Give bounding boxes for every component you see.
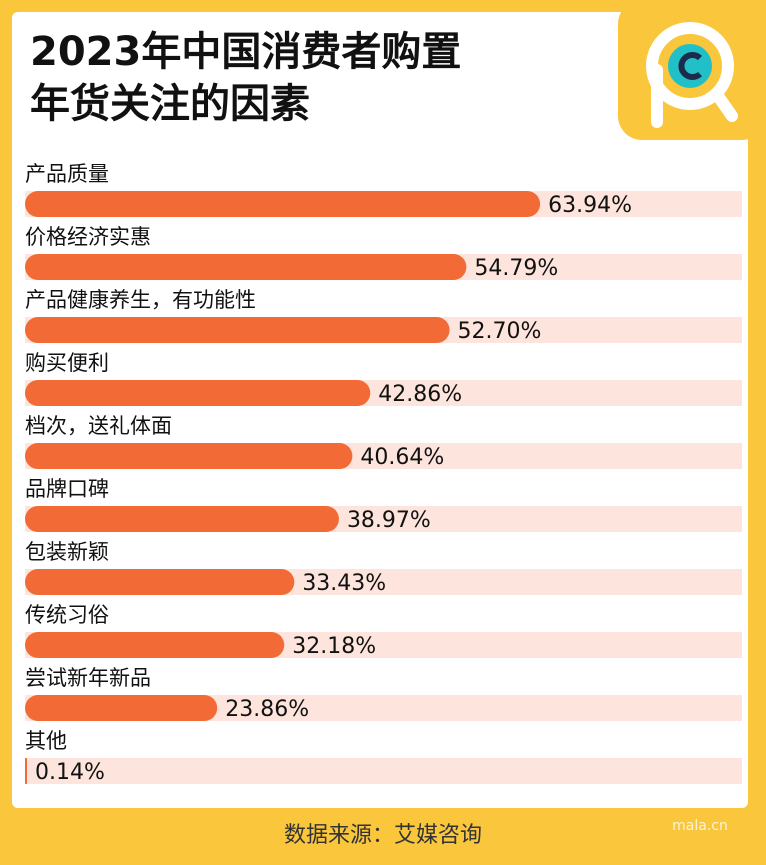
bar <box>25 254 467 280</box>
source: 数据来源：艾媒咨询 <box>284 823 482 848</box>
value-label: 63.94% <box>548 193 632 218</box>
category-label: 尝试新年新品 <box>25 666 151 690</box>
chart-title: 2023年中国消费者购置 年货关注的因素 <box>30 29 462 127</box>
category-label: 传统习俗 <box>25 603 109 627</box>
category-label: 购买便利 <box>25 351 109 375</box>
category-label: 品牌口碑 <box>25 477 109 501</box>
value-label: 32.18% <box>292 634 376 659</box>
bar-track <box>25 758 742 784</box>
category-label: 其他 <box>25 729 67 753</box>
value-label: 52.70% <box>458 319 542 344</box>
value-label: 33.43% <box>302 571 386 596</box>
value-label: 0.14% <box>35 760 105 785</box>
bar <box>25 695 218 721</box>
bar <box>25 191 541 217</box>
bar <box>25 317 450 343</box>
watermark: mala.cn <box>672 818 728 834</box>
category-label: 产品健康养生，有功能性 <box>25 288 256 312</box>
value-label: 23.86% <box>225 697 309 722</box>
category-label: 产品质量 <box>25 162 109 186</box>
bar <box>25 506 339 532</box>
value-label: 38.97% <box>347 508 431 533</box>
bar <box>25 569 295 595</box>
category-label: 包装新颖 <box>25 540 109 564</box>
value-label: 54.79% <box>474 256 558 281</box>
value-label: 40.64% <box>360 445 444 470</box>
bar <box>25 443 353 469</box>
bar <box>25 380 371 406</box>
category-label: 档次，送礼体面 <box>25 414 172 438</box>
bar <box>25 758 27 784</box>
value-label: 42.86% <box>378 382 462 407</box>
category-label: 价格经济实惠 <box>25 225 151 249</box>
bar <box>25 632 285 658</box>
logo <box>646 22 738 128</box>
